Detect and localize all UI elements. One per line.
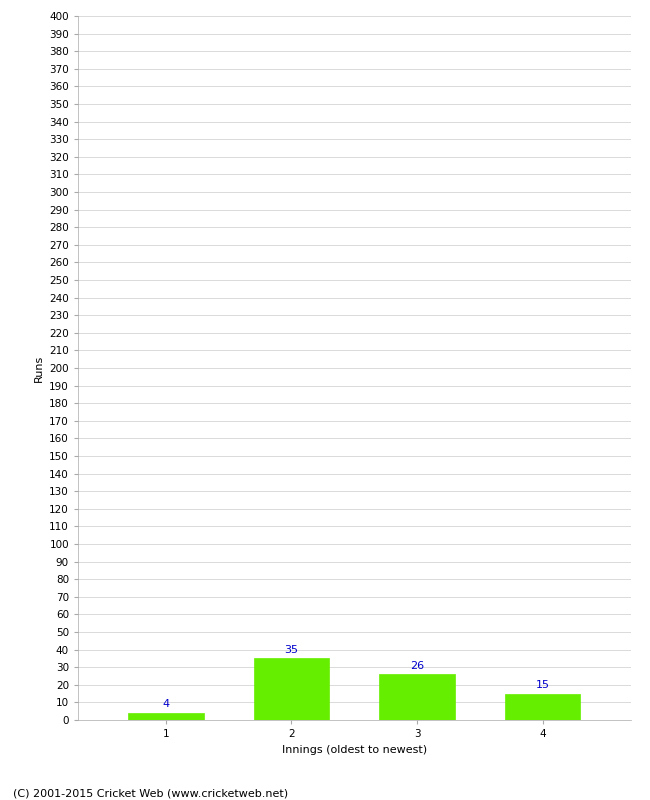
Bar (128, 713, 203, 720)
Text: 4: 4 (162, 699, 170, 710)
Text: 26: 26 (410, 661, 424, 670)
Bar (380, 674, 455, 720)
Bar (505, 694, 580, 720)
Text: 35: 35 (285, 645, 298, 655)
Bar (254, 658, 329, 720)
Y-axis label: Runs: Runs (34, 354, 44, 382)
Text: (C) 2001-2015 Cricket Web (www.cricketweb.net): (C) 2001-2015 Cricket Web (www.cricketwe… (13, 788, 288, 798)
X-axis label: Innings (oldest to newest): Innings (oldest to newest) (281, 745, 427, 754)
Text: 15: 15 (536, 680, 550, 690)
